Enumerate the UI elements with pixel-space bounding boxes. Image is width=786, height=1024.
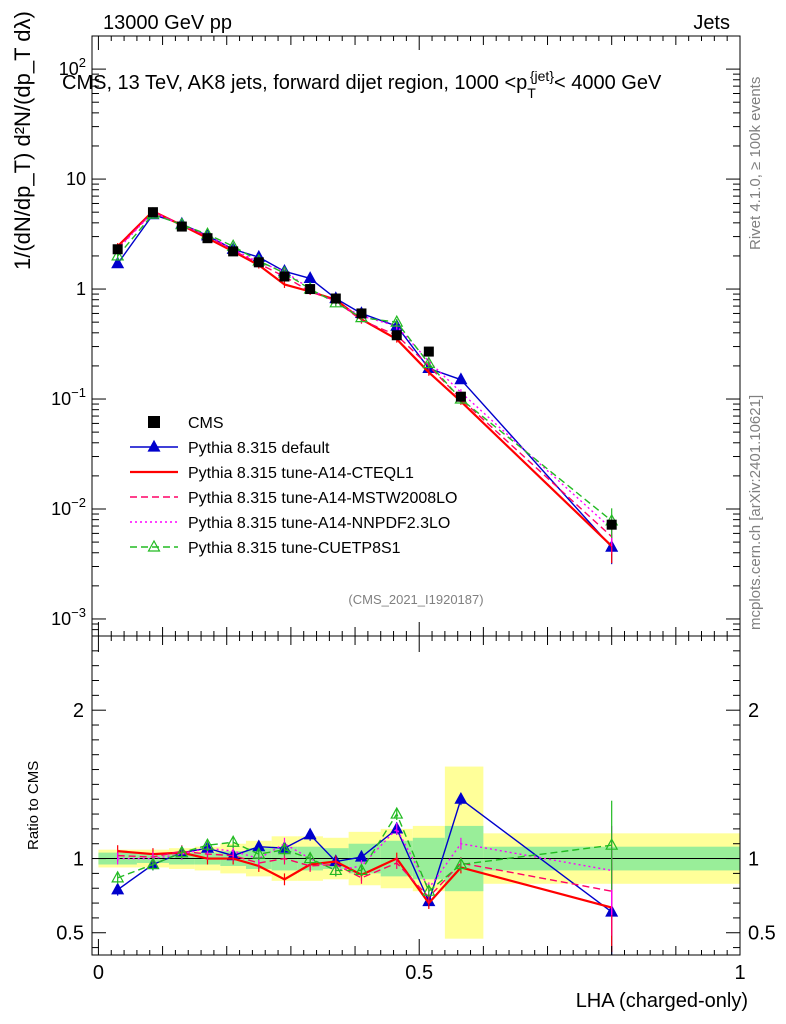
x-tick-label: 0 [93,962,104,984]
ratio-frame [91,635,741,956]
legend-label: Pythia 8.315 tune-A14-MSTW2008LO [188,490,457,507]
ratio-y-tick-label-left: 0.5 [56,923,84,945]
ratio-marker [454,857,468,870]
cms-data-point [176,221,187,232]
ratio-y-tick-label-right: 1 [748,849,759,871]
ratio-marker [605,837,619,850]
cms-data-point [356,308,367,319]
y-axis-title-text: 1/(dN/dp_T) d²N/(dp_T dλ) [10,11,35,270]
legend-label: Pythia 8.315 tune-A14-NNPDF2.3LO [188,515,450,532]
main-panel: 10−3 10−2 10−1 1 10 102 [51,35,741,637]
x-axis-title: LHA (charged-only) [576,990,748,1012]
series-line-3 [117,211,613,530]
ratio-line-2 [117,850,612,899]
ratio-marker [226,834,240,847]
mcplots-reference-label: mcplots.cern.ch [arXiv:2401.10621] [747,395,764,630]
legend-label: Pythia 8.315 default [188,440,330,457]
series-marker [111,256,125,269]
svg-text:1/(dN/dp_T) d²N/(dp_T dλ): 1/(dN/dp_T) d²N/(dp_T dλ) [10,11,35,270]
plot-title-main: CMS, 13 TeV, AK8 jets, forward dijet reg… [62,72,527,94]
y-tick-label: 10−1 [51,385,86,409]
cms-data-point [305,284,316,295]
rivet-version-label: Rivet 4.1.0, ≥ 100k events [747,77,764,250]
series-marker [422,356,436,369]
series-marker [390,314,404,327]
series-marker [454,372,468,385]
plot-title-sup: {jet} [530,68,554,84]
ratio-panel: 0.5 0.51 12 20 0.5 1 [56,635,776,984]
ratio-marker [303,827,317,840]
ratio-marker [390,806,404,819]
plot-title: CMS, 13 TeV, AK8 jets, forward dijet reg… [62,68,662,101]
series-marker [111,248,125,261]
cms-data-point [202,233,213,244]
ratio-marker [354,863,368,876]
ratio-marker [303,851,317,864]
cms-data-point [455,391,466,402]
ratio-y-tick-label-right: 0.5 [748,923,776,945]
plot-title-end: < 4000 GeV [554,72,662,94]
x-tick-label: 1 [734,962,745,984]
ratio-marker [422,883,436,896]
legend-marker [147,439,161,452]
x-tick-label: 0.5 [405,962,433,984]
y-tick-label: 10−2 [51,495,86,519]
plot-title-sub: T [527,85,536,101]
y-tick-label: 1 [76,279,86,299]
y-tick-label: 102 [59,55,86,79]
cms-data-point [391,330,402,341]
legend-label: Pythia 8.315 tune-CUETP8S1 [188,540,401,557]
ratio-marker [252,846,266,859]
cms-data-point [330,293,341,304]
ratio-marker [277,842,291,855]
ratio-y-tick-label-left: 2 [73,700,84,722]
y-tick-label: 10−3 [51,605,86,629]
energy-label: 13000 GeV pp [103,12,232,34]
legend-cms-marker [148,416,160,428]
cms-data-point [279,271,290,282]
legend-marker [147,539,161,552]
ratio-marker [454,791,468,804]
ratio-y-tick-label-left: 1 [73,849,84,871]
cms-data-point [112,244,123,255]
cms-data-point [253,257,264,268]
cms-data-point [423,346,434,357]
analysis-id-watermark: (CMS_2021_I1920187) [348,592,483,607]
ratio-line-4 [117,812,612,893]
ratio-marker [146,857,160,870]
svg-text:CMS, 13 TeV, AK8 jets, forward: CMS, 13 TeV, AK8 jets, forward dijet reg… [62,68,662,101]
y-tick-label: 10 [66,169,86,189]
y-axis-title: 1/(dN/dp_T) d²N/(dp_T dλ) [10,11,35,270]
ratio-marker [329,863,343,876]
series-line-2 [117,210,613,538]
ratio-marker [111,882,125,895]
cms-data-point [228,246,239,257]
legend-label: CMS [188,415,224,432]
legend: CMS Pythia 8.315 default Pythia 8.315 tune… [130,415,457,557]
ratio-marker [175,845,189,858]
legend-label: Pythia 8.315 tune-A14-CTEQL1 [188,465,414,482]
jets-label: Jets [693,12,730,34]
ratio-marker [200,837,214,850]
cms-data-point [147,207,158,218]
ratio-y-axis-title: Ratio to CMS [25,761,42,850]
ratio-y-tick-label-right: 2 [748,700,759,722]
cms-data-point [606,519,617,530]
ratio-marker [111,870,125,883]
